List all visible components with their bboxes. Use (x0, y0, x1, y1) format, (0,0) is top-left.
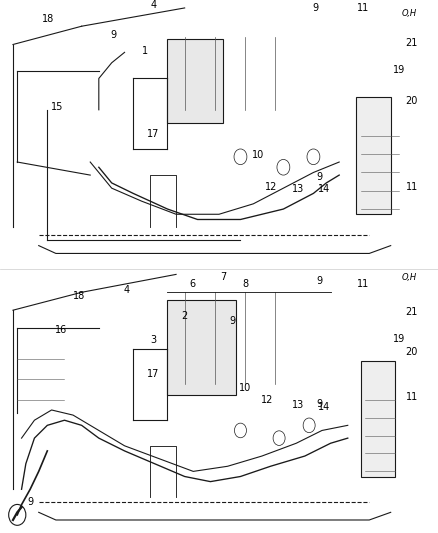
Text: 10: 10 (252, 150, 265, 159)
Text: 15: 15 (51, 102, 63, 111)
Text: 4: 4 (124, 286, 130, 295)
Text: 13: 13 (292, 400, 304, 410)
Text: 8: 8 (242, 279, 248, 288)
Text: 9: 9 (312, 3, 318, 13)
Text: 13: 13 (292, 184, 304, 194)
Text: 14: 14 (318, 184, 330, 194)
Text: 7: 7 (220, 272, 226, 282)
FancyBboxPatch shape (357, 97, 391, 214)
Text: 11: 11 (406, 182, 418, 191)
Text: O,H: O,H (402, 273, 417, 281)
FancyBboxPatch shape (167, 39, 223, 123)
Text: 6: 6 (190, 279, 196, 288)
Text: 1: 1 (141, 46, 148, 55)
Text: 18: 18 (42, 14, 54, 23)
Text: 9: 9 (317, 277, 323, 286)
Text: 19: 19 (392, 66, 405, 75)
Text: 11: 11 (357, 3, 370, 13)
Text: 11: 11 (406, 392, 418, 402)
Text: 9: 9 (28, 497, 34, 507)
Text: 18: 18 (73, 292, 85, 301)
FancyBboxPatch shape (167, 300, 236, 394)
Text: 20: 20 (406, 96, 418, 106)
Text: 10: 10 (239, 383, 251, 393)
Text: 20: 20 (406, 347, 418, 357)
Text: 4: 4 (150, 1, 156, 10)
Text: 17: 17 (147, 130, 159, 139)
FancyBboxPatch shape (360, 361, 395, 477)
Text: 12: 12 (265, 182, 278, 191)
Text: 14: 14 (318, 402, 330, 411)
Text: 19: 19 (392, 334, 405, 344)
Text: 17: 17 (147, 369, 159, 379)
Text: 11: 11 (357, 279, 370, 288)
Text: 9: 9 (111, 30, 117, 39)
Text: 3: 3 (150, 335, 156, 345)
Text: O,H: O,H (402, 9, 417, 18)
Text: 2: 2 (181, 311, 187, 320)
Text: 9: 9 (317, 399, 323, 409)
Text: 12: 12 (261, 395, 273, 405)
Text: 16: 16 (55, 326, 67, 335)
Text: 21: 21 (406, 307, 418, 317)
Text: 21: 21 (406, 38, 418, 47)
Text: 9: 9 (229, 316, 235, 326)
Text: 9: 9 (317, 172, 323, 182)
